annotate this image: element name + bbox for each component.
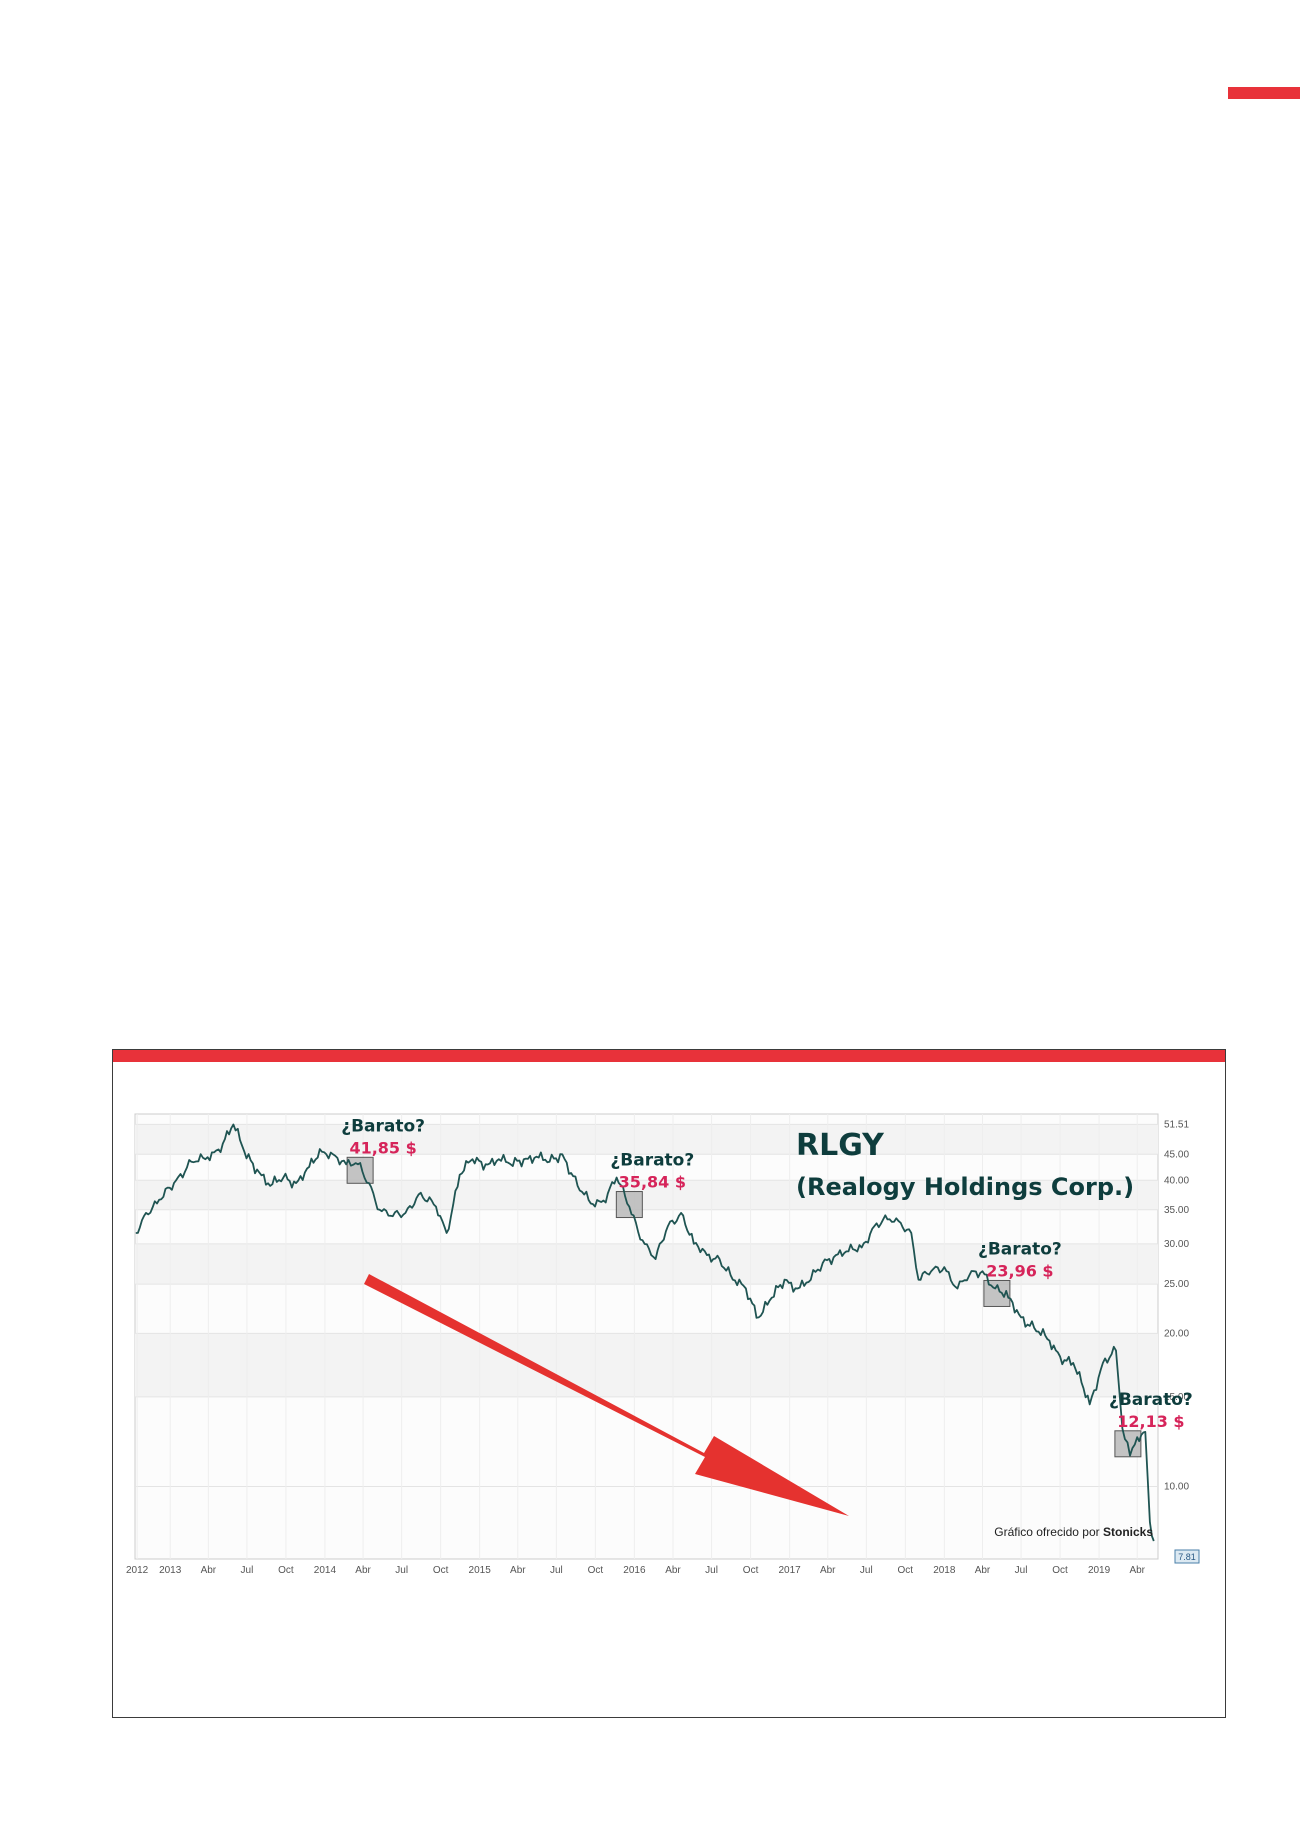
y-axis: 51.51 45.00 40.00 35.00 30.00 25.00 20.00 15.00… <box>1164 1119 1189 1492</box>
rlgy-price-chart: 51.51 45.00 40.00 35.00 30.00 25.00 20.00 15.00… <box>126 1113 1200 1576</box>
y-tick-label: 35.00 <box>1164 1205 1189 1216</box>
grid-band <box>135 1333 1158 1397</box>
x-tick-label: 2016 <box>623 1565 646 1576</box>
accent-corner-bar <box>1228 87 1300 99</box>
x-tick-label: Abr <box>820 1565 836 1576</box>
x-tick-label: Abr <box>355 1565 371 1576</box>
annotation-question: ¿Barato? <box>341 1116 425 1136</box>
x-tick-label: Jul <box>395 1565 408 1576</box>
x-tick-label: Oct <box>588 1565 604 1576</box>
annotation-question: ¿Barato? <box>610 1151 694 1171</box>
x-tick-label: Jul <box>860 1565 873 1576</box>
grid <box>135 1114 1158 1559</box>
y-tick-label: 45.00 <box>1164 1149 1189 1160</box>
x-tick-label: Abr <box>201 1565 217 1576</box>
x-tick-label: 2019 <box>1088 1565 1111 1576</box>
y-tick-label: 40.00 <box>1164 1175 1189 1186</box>
annotation-price: 35,84 $ <box>619 1173 686 1192</box>
y-tick-label: 20.00 <box>1164 1328 1189 1339</box>
y-tick-label: 30.00 <box>1164 1239 1189 1250</box>
chart-title: RLGY <box>796 1128 885 1163</box>
y-tick-label: 51.51 <box>1164 1119 1189 1130</box>
x-tick-label: Jul <box>550 1565 563 1576</box>
y-tick-label: 15.00 <box>1164 1392 1189 1403</box>
annotation-price: 12,13 $ <box>1117 1412 1184 1431</box>
frame-accent-bar <box>113 1050 1225 1062</box>
y-tick-label: 25.00 <box>1164 1279 1189 1290</box>
last-value-badge: 7.81 <box>1174 1549 1200 1564</box>
x-axis: 2012 2013 Abr Jul Oct 2014 Abr Jul Oct 2015 Abr Jul… <box>126 1565 1146 1576</box>
x-tick-label: Jul <box>1015 1565 1028 1576</box>
x-tick-label: Jul <box>241 1565 254 1576</box>
annotation-question: ¿Barato? <box>978 1239 1062 1259</box>
x-tick-label: Oct <box>1052 1565 1068 1576</box>
x-tick-label: 2012 <box>126 1565 149 1576</box>
trend-arrow-shape <box>364 1274 849 1516</box>
annotations: ¿Barato? 41,85 $ ¿Barato? 35,84 $ ¿Barato? 23… <box>341 1116 1193 1431</box>
x-tick-label: Oct <box>433 1565 449 1576</box>
y-tick-label: 10.00 <box>1164 1481 1189 1492</box>
x-tick-label: 2018 <box>933 1565 956 1576</box>
annotation-question: ¿Barato? <box>1109 1390 1193 1410</box>
grid-band <box>135 1180 1158 1210</box>
chart-credit: Gráfico ofrecido por Stonicks <box>994 1525 1153 1539</box>
cheap-marker-box <box>615 1191 643 1219</box>
x-tick-label: 2017 <box>778 1565 801 1576</box>
x-tick-label: 2014 <box>314 1565 337 1576</box>
last-value-label: 7.81 <box>1178 1552 1196 1562</box>
chart-frame: 51.51 45.00 40.00 35.00 30.00 25.00 20.00 15.00… <box>112 1049 1226 1718</box>
x-tick-label: Abr <box>665 1565 681 1576</box>
grid-band <box>135 1124 1158 1155</box>
annotation-price: 41,85 $ <box>349 1138 416 1157</box>
price-series-line <box>135 1123 1155 1542</box>
x-tick-label: Jul <box>705 1565 718 1576</box>
x-tick-label: Abr <box>510 1565 526 1576</box>
chart-subtitle: (Realogy Holdings Corp.) <box>796 1173 1134 1201</box>
x-tick-label: Oct <box>743 1565 759 1576</box>
x-tick-label: Oct <box>898 1565 914 1576</box>
trend-arrow <box>364 1274 849 1516</box>
x-tick-label: Abr <box>975 1565 991 1576</box>
x-tick-label: 2013 <box>159 1565 182 1576</box>
cheap-marker-box <box>346 1156 374 1184</box>
annotation-price: 23,96 $ <box>986 1261 1053 1280</box>
x-tick-label: 2015 <box>469 1565 492 1576</box>
x-tick-label: Abr <box>1129 1565 1145 1576</box>
annotation-markers <box>346 1156 1142 1458</box>
x-tick-label: Oct <box>278 1565 294 1576</box>
